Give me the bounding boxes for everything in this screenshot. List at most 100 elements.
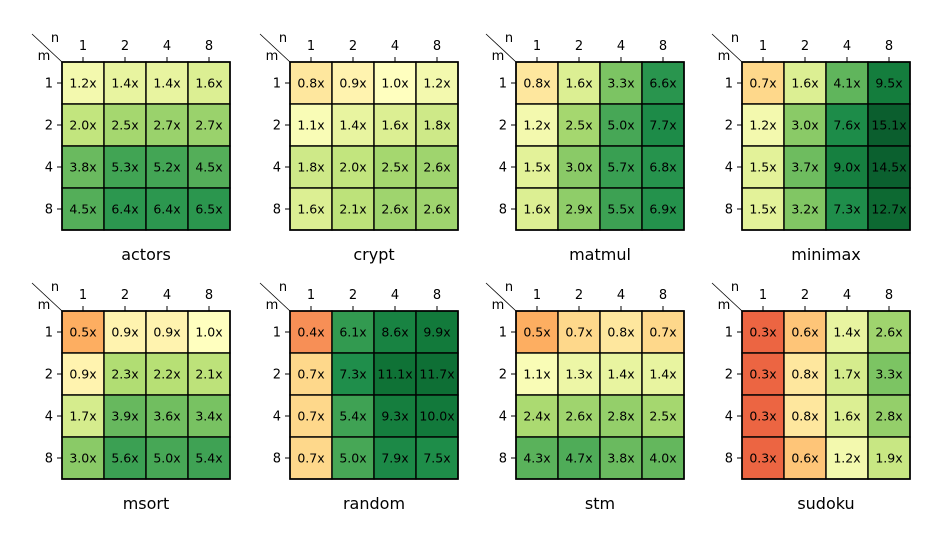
cell-value-label: 2.6x — [565, 409, 592, 424]
heatmap-cell — [145, 310, 189, 354]
corner-diagonal — [711, 282, 743, 312]
col-tick-label: 4 — [391, 288, 399, 303]
cell-value-label: 4.5x — [195, 160, 222, 175]
heatmap-cell — [331, 394, 375, 438]
heatmap-cell — [783, 352, 827, 396]
cell-value-label: 3.7x — [791, 160, 818, 175]
heatmap-cell — [599, 145, 643, 189]
heatmap-cell — [289, 352, 333, 396]
row-tick-label: 2 — [725, 119, 733, 134]
heatmap-cell — [331, 61, 375, 105]
heatmap-cell — [103, 436, 147, 480]
heatmap-cell — [61, 352, 105, 396]
cell-value-label: 7.6x — [833, 118, 860, 133]
col-tick-label: 2 — [121, 39, 129, 54]
cell-value-label: 0.4x — [297, 325, 324, 340]
cell-value-label: 7.3x — [833, 202, 860, 217]
cell-value-label: 0.8x — [791, 367, 818, 382]
cell-value-label: 6.4x — [153, 202, 180, 217]
heatmap-cell — [557, 145, 601, 189]
heatmap-cell — [867, 187, 911, 231]
cell-value-label: 1.0x — [381, 76, 408, 91]
heatmap-cell — [331, 436, 375, 480]
row-axis-name: m — [718, 49, 731, 64]
heatmap-cell — [373, 187, 417, 231]
cell-value-label: 2.8x — [875, 409, 902, 424]
row-tick-label: 1 — [725, 326, 733, 341]
corner-diagonal — [31, 33, 63, 63]
col-tick-label: 2 — [121, 288, 129, 303]
row-tick-label: 4 — [45, 161, 53, 176]
cell-value-label: 0.8x — [791, 409, 818, 424]
col-tick-label: 1 — [307, 39, 315, 54]
cell-value-label: 14.5x — [871, 160, 906, 175]
cell-value-label: 0.6x — [791, 325, 818, 340]
heatmap-frame — [515, 310, 685, 480]
col-tick-label: 2 — [575, 39, 583, 54]
cell-value-label: 0.6x — [791, 451, 818, 466]
col-tick-label: 1 — [79, 39, 87, 54]
heatmap-cell — [641, 310, 685, 354]
panel-title: actors — [121, 245, 171, 264]
cell-value-label: 2.2x — [153, 367, 180, 382]
row-tick-label: 8 — [45, 452, 53, 467]
cell-value-label: 2.7x — [195, 118, 222, 133]
col-axis-name: n — [505, 280, 513, 295]
row-tick-label: 4 — [725, 410, 733, 425]
cell-value-label: 0.8x — [523, 76, 550, 91]
heatmap-frame — [289, 61, 459, 231]
cell-value-label: 3.3x — [875, 367, 902, 382]
cell-value-label: 5.6x — [111, 451, 138, 466]
col-axis-name: n — [731, 31, 739, 46]
heatmap-cell — [783, 103, 827, 147]
row-axis-name: m — [492, 298, 505, 313]
row-tick-label: 2 — [499, 119, 507, 134]
col-tick-label: 1 — [307, 288, 315, 303]
cell-value-label: 7.9x — [381, 451, 408, 466]
cell-value-label: 0.8x — [297, 76, 324, 91]
heatmap-cell — [599, 61, 643, 105]
row-axis-name: m — [492, 49, 505, 64]
heatmap-cell — [187, 436, 231, 480]
corner-diagonal — [31, 282, 63, 312]
cell-value-label: 2.6x — [423, 202, 450, 217]
cell-value-label: 6.6x — [649, 76, 676, 91]
cell-value-label: 2.1x — [195, 367, 222, 382]
heatmap-frame — [61, 310, 231, 480]
cell-value-label: 9.9x — [423, 325, 450, 340]
cell-value-label: 4.5x — [69, 202, 96, 217]
heatmap-cell — [557, 394, 601, 438]
panel-title: msort — [123, 494, 170, 513]
col-tick-label: 8 — [433, 288, 441, 303]
cell-value-label: 2.0x — [69, 118, 96, 133]
cell-value-label: 3.0x — [69, 451, 96, 466]
cell-value-label: 2.5x — [649, 409, 676, 424]
col-tick-label: 2 — [349, 288, 357, 303]
heatmap-cell — [867, 145, 911, 189]
row-tick-label: 8 — [45, 203, 53, 218]
row-tick-label: 1 — [499, 77, 507, 92]
heatmap-cell — [741, 145, 785, 189]
heatmap-cell — [825, 394, 869, 438]
cell-value-label: 0.7x — [749, 76, 776, 91]
cell-value-label: 3.0x — [791, 118, 818, 133]
cell-value-label: 9.0x — [833, 160, 860, 175]
col-tick-label: 2 — [801, 39, 809, 54]
row-tick-label: 1 — [725, 77, 733, 92]
cell-value-label: 0.7x — [297, 367, 324, 382]
col-tick-label: 8 — [659, 288, 667, 303]
cell-value-label: 0.9x — [111, 325, 138, 340]
cell-value-label: 4.3x — [523, 451, 550, 466]
col-tick-label: 1 — [533, 288, 541, 303]
heatmap-cell — [373, 103, 417, 147]
cell-value-label: 1.4x — [649, 367, 676, 382]
cell-value-label: 7.7x — [649, 118, 676, 133]
cell-value-label: 1.3x — [565, 367, 592, 382]
cell-value-label: 0.9x — [339, 76, 366, 91]
col-tick-label: 1 — [759, 39, 767, 54]
col-tick-label: 8 — [205, 288, 213, 303]
